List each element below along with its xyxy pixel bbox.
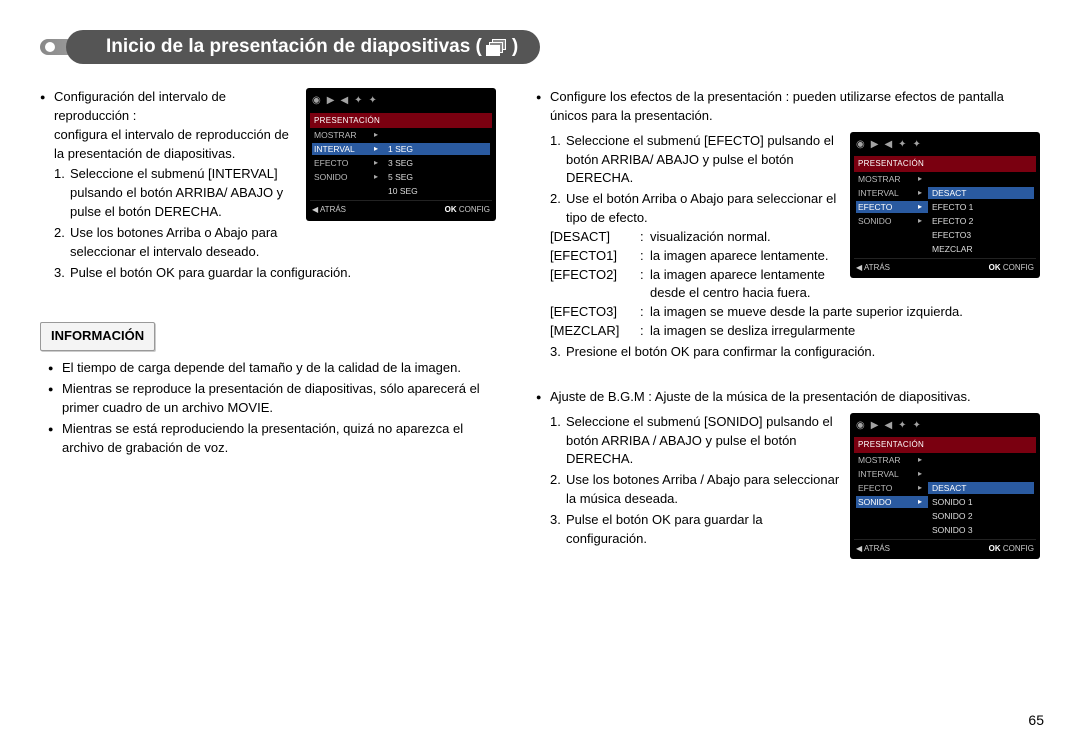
left-column: ◉ ▶ ◀ ✦ ✦ PRESENTACIÓN MOSTRAR▸ INTERVAL… bbox=[40, 88, 496, 585]
slideshow-icon bbox=[486, 39, 508, 55]
lcd-header: PRESENTACIÓN bbox=[854, 156, 1036, 172]
lcd-tab-icons: ◉▶◀✦✦ bbox=[854, 136, 1036, 157]
menu-item[interactable]: EFECTO▸DESACT bbox=[854, 481, 1036, 495]
bullet-icon bbox=[40, 88, 54, 163]
menu-item[interactable]: SONIDO 3 bbox=[854, 523, 1036, 537]
step-item: 2.Use los botones Arriba / Abajo para se… bbox=[550, 471, 842, 509]
tab-icon: ✦ bbox=[354, 94, 362, 109]
step-item: 3.Presione el botón OK para confirmar la… bbox=[550, 343, 1040, 362]
intro-bullet: Ajuste de B.G.M : Ajuste de la música de… bbox=[536, 388, 1040, 407]
page-number: 65 bbox=[1028, 712, 1044, 728]
intro-bullet: Configure los efectos de la presentación… bbox=[536, 88, 1040, 126]
menu-item[interactable]: EFECTO3 bbox=[854, 228, 1036, 242]
menu-item[interactable]: MOSTRAR▸ bbox=[854, 172, 1036, 186]
def-row: [EFECTO2]:la imagen aparece lentamente d… bbox=[536, 266, 842, 304]
def-row: [MEZCLAR]:la imagen se desliza irregular… bbox=[536, 322, 1040, 341]
lcd-sonido: ◉▶◀✦✦ PRESENTACIÓN MOSTRAR▸ INTERVAL▸ EF… bbox=[850, 413, 1040, 560]
menu-item[interactable]: 10 SEG bbox=[310, 184, 492, 198]
def-row: [EFECTO3]:la imagen se mueve desde la pa… bbox=[536, 303, 1040, 322]
menu-item[interactable]: INTERVAL▸DESACT bbox=[854, 186, 1036, 200]
bullet-icon bbox=[536, 388, 550, 407]
lcd-header: PRESENTACIÓN bbox=[310, 113, 492, 129]
lcd-efecto: ◉▶◀✦✦ PRESENTACIÓN MOSTRAR▸ INTERVAL▸DES… bbox=[850, 132, 1040, 279]
step-item: 1.Seleccione el submenú [INTERVAL] pulsa… bbox=[54, 165, 298, 222]
lcd-footer: ATRÁS OK CONFIG bbox=[310, 200, 492, 217]
lcd-interval: ◉ ▶ ◀ ✦ ✦ PRESENTACIÓN MOSTRAR▸ INTERVAL… bbox=[306, 88, 496, 221]
intro-bullet: Configuración del intervalo de reproducc… bbox=[40, 88, 298, 163]
tab-icon: ◉ bbox=[312, 94, 321, 109]
def-row: [DESACT]:visualización normal. bbox=[536, 228, 842, 247]
intro-label: Configuración del intervalo de reproducc… bbox=[54, 89, 226, 123]
menu-item[interactable]: EFECTO▸3 SEG bbox=[310, 156, 492, 170]
step-item: 1.Seleccione el submenú [SONIDO] pulsand… bbox=[550, 413, 842, 470]
menu-item[interactable]: SONIDO▸EFECTO 2 bbox=[854, 214, 1036, 228]
step-item: 3.Pulse el botón OK para guardar la conf… bbox=[550, 511, 842, 549]
step-item: 1.Seleccione el submenú [EFECTO] pulsand… bbox=[550, 132, 842, 189]
page-title-bar: Inicio de la presentación de diapositiva… bbox=[40, 30, 1040, 68]
menu-item[interactable]: MOSTRAR▸ bbox=[854, 453, 1036, 467]
tab-icon: ▶ bbox=[327, 94, 335, 109]
menu-item[interactable]: INTERVAL▸ bbox=[854, 467, 1036, 481]
intro-text: configura el intervalo de reproducción d… bbox=[54, 127, 289, 161]
lcd-footer: ATRÁS OK CONFIG bbox=[854, 539, 1036, 556]
bullet-icon bbox=[536, 88, 550, 126]
step-item: 3.Pulse el botón OK para guardar la conf… bbox=[54, 264, 496, 283]
info-item: Mientras se reproduce la presentación de… bbox=[48, 380, 496, 418]
lcd-header: PRESENTACIÓN bbox=[854, 437, 1036, 453]
info-heading: INFORMACIÓN bbox=[40, 322, 155, 351]
menu-item[interactable]: SONIDO▸5 SEG bbox=[310, 170, 492, 184]
lcd-tab-icons: ◉ ▶ ◀ ✦ ✦ bbox=[310, 92, 492, 113]
info-item: El tiempo de carga depende del tamaño y … bbox=[48, 359, 496, 378]
tab-icon: ◀ bbox=[340, 94, 348, 109]
menu-item-selected[interactable]: SONIDO▸SONIDO 1 bbox=[854, 495, 1036, 509]
tab-icon: ✦ bbox=[369, 94, 377, 109]
menu-item[interactable]: MOSTRAR▸ bbox=[310, 128, 492, 142]
info-item: Mientras se está reproduciendo la presen… bbox=[48, 420, 496, 458]
title-close: ) bbox=[512, 36, 518, 58]
menu-item[interactable]: SONIDO 2 bbox=[854, 509, 1036, 523]
menu-item-selected[interactable]: INTERVAL▸1 SEG bbox=[310, 142, 492, 156]
def-row: [EFECTO1]:la imagen aparece lentamente. bbox=[536, 247, 842, 266]
step-item: 2.Use los botones Arriba o Abajo para se… bbox=[54, 224, 298, 262]
lcd-footer: ATRÁS OK CONFIG bbox=[854, 258, 1036, 275]
title-text: Inicio de la presentación de diapositiva… bbox=[106, 36, 482, 58]
right-column: Configure los efectos de la presentación… bbox=[536, 88, 1040, 585]
menu-item-selected[interactable]: EFECTO▸EFECTO 1 bbox=[854, 200, 1036, 214]
page-title: Inicio de la presentación de diapositiva… bbox=[66, 30, 540, 64]
info-box: INFORMACIÓN El tiempo de carga depende d… bbox=[40, 322, 496, 457]
lcd-tab-icons: ◉▶◀✦✦ bbox=[854, 417, 1036, 438]
step-item: 2.Use el botón Arriba o Abajo para selec… bbox=[550, 190, 842, 228]
menu-item[interactable]: MEZCLAR bbox=[854, 242, 1036, 256]
